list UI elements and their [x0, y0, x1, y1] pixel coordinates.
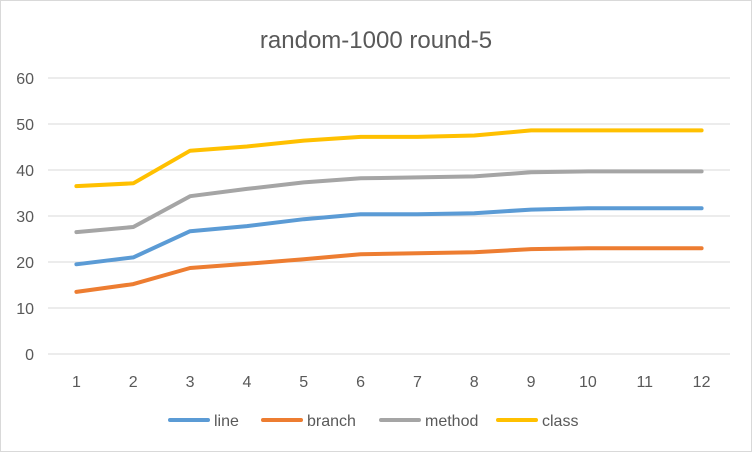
legend: line branch method class — [168, 413, 578, 430]
x-tick-label: 4 — [242, 374, 251, 391]
x-axis-ticks: 1 2 3 4 5 6 7 8 9 10 11 12 — [72, 374, 711, 391]
x-tick-label: 7 — [413, 374, 422, 391]
legend-label-method: method — [425, 413, 478, 430]
legend-label-branch: branch — [307, 413, 356, 430]
y-axis-ticks: 0 10 20 30 40 50 60 — [16, 71, 34, 364]
y-tick-label: 0 — [25, 347, 34, 364]
y-tick-label: 50 — [16, 117, 34, 134]
y-tick-label: 60 — [16, 71, 34, 88]
series-line-class — [74, 128, 704, 189]
x-tick-label: 5 — [299, 374, 308, 391]
x-tick-label: 3 — [186, 374, 195, 391]
series-line-line — [74, 206, 704, 267]
x-tick-label: 6 — [356, 374, 365, 391]
x-tick-label: 1 — [72, 374, 81, 391]
series-line-branch — [74, 246, 704, 294]
x-tick-label: 8 — [470, 374, 479, 391]
gridlines — [48, 77, 730, 355]
x-tick-label: 2 — [129, 374, 138, 391]
y-tick-label: 30 — [16, 209, 34, 226]
legend-label-line: line — [214, 413, 239, 430]
series-line-method — [74, 169, 704, 235]
chart-title: random-1000 round-5 — [260, 27, 492, 54]
x-tick-label: 9 — [527, 374, 536, 391]
x-tick-label: 11 — [636, 374, 653, 391]
legend-label-class: class — [542, 413, 578, 430]
y-tick-label: 10 — [16, 301, 34, 318]
y-tick-label: 40 — [16, 163, 34, 180]
series-lines — [74, 128, 704, 294]
y-tick-label: 20 — [16, 255, 34, 272]
x-tick-label: 12 — [693, 374, 711, 391]
x-tick-label: 10 — [579, 374, 597, 391]
